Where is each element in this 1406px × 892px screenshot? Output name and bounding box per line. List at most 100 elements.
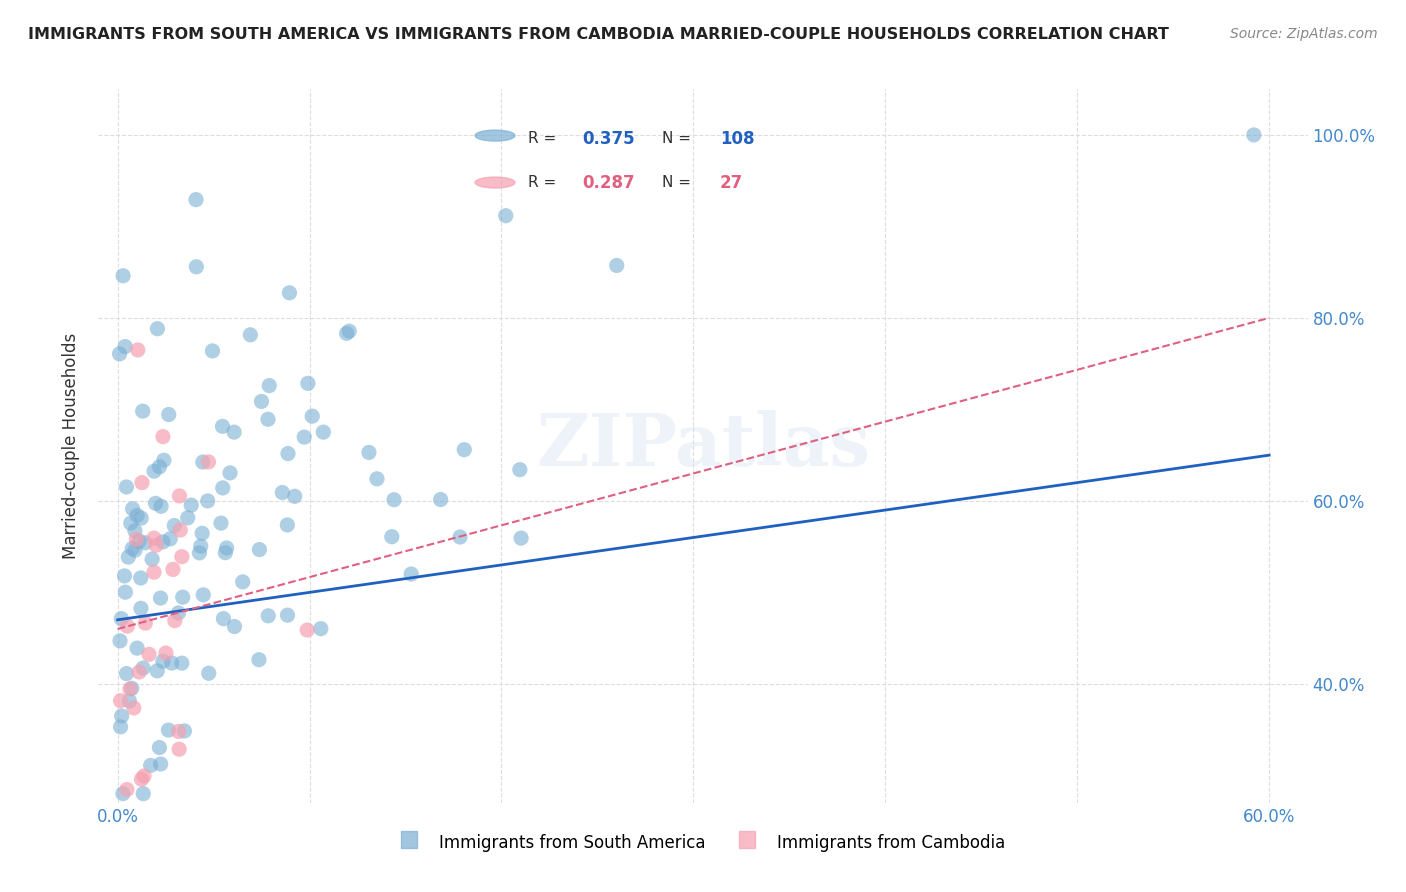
Immigrants from Cambodia	[163, 614, 186, 628]
Immigrants from Cambodia	[132, 769, 155, 783]
Immigrants from South America	[163, 518, 186, 533]
Text: Source: ZipAtlas.com: Source: ZipAtlas.com	[1230, 27, 1378, 41]
Immigrants from South America	[247, 653, 270, 667]
Immigrants from South America	[132, 787, 155, 801]
Legend: Immigrants from South America, Immigrants from Cambodia: Immigrants from South America, Immigrant…	[394, 828, 1012, 859]
Immigrants from South America	[134, 536, 156, 550]
Immigrants from South America	[224, 425, 246, 439]
Immigrants from South America	[212, 612, 235, 626]
Immigrants from South America	[121, 501, 143, 516]
Immigrants from South America	[160, 656, 183, 670]
Immigrants from South America	[215, 541, 238, 555]
Immigrants from South America	[143, 464, 166, 478]
Immigrants from South America	[301, 409, 323, 424]
Immigrants from South America	[186, 260, 208, 274]
Immigrants from Cambodia	[295, 623, 318, 637]
Immigrants from South America	[180, 498, 202, 512]
Immigrants from Cambodia	[162, 562, 184, 576]
Immigrants from Cambodia	[169, 489, 191, 503]
Immigrants from Cambodia	[122, 701, 145, 715]
Immigrants from South America	[297, 376, 319, 391]
Immigrants from South America	[153, 453, 176, 467]
Immigrants from South America	[111, 787, 134, 801]
Immigrants from South America	[382, 492, 405, 507]
Immigrants from South America	[127, 641, 149, 656]
Immigrants from South America	[197, 666, 219, 681]
Immigrants from Cambodia	[125, 533, 148, 547]
Immigrants from South America	[312, 425, 335, 439]
Immigrants from Cambodia	[143, 566, 166, 580]
Immigrants from South America	[170, 656, 193, 670]
Immigrants from South America	[173, 723, 195, 738]
Immigrants from South America	[232, 574, 254, 589]
Immigrants from South America	[114, 569, 136, 583]
Immigrants from South America	[132, 661, 155, 675]
Immigrants from Cambodia	[138, 648, 160, 662]
Immigrants from South America	[114, 340, 136, 354]
Immigrants from South America	[211, 419, 233, 434]
Immigrants from South America	[453, 442, 475, 457]
Immigrants from South America	[191, 526, 214, 541]
Immigrants from South America	[257, 608, 280, 623]
Immigrants from South America	[1243, 128, 1265, 142]
Immigrants from Cambodia	[170, 549, 193, 564]
Immigrants from South America	[337, 324, 360, 338]
Immigrants from South America	[219, 466, 242, 480]
Immigrants from South America	[111, 709, 134, 723]
Immigrants from South America	[250, 394, 273, 409]
Immigrants from South America	[277, 446, 299, 460]
Immigrants from South America	[108, 633, 131, 648]
Immigrants from Cambodia	[131, 772, 153, 787]
Immigrants from South America	[309, 622, 332, 636]
Immigrants from South America	[177, 511, 200, 525]
Immigrants from South America	[201, 343, 224, 358]
Y-axis label: Married-couple Households: Married-couple Households	[62, 333, 80, 559]
Immigrants from Cambodia	[118, 681, 141, 696]
Immigrants from Cambodia	[145, 538, 167, 552]
Immigrants from South America	[148, 459, 170, 474]
Immigrants from South America	[357, 445, 380, 459]
Immigrants from South America	[146, 664, 169, 678]
Immigrants from South America	[190, 539, 212, 553]
Immigrants from South America	[114, 585, 136, 599]
Immigrants from Cambodia	[115, 782, 138, 797]
Immigrants from South America	[118, 694, 141, 708]
Immigrants from South America	[110, 720, 132, 734]
Immigrants from South America	[191, 455, 214, 469]
Immigrants from South America	[152, 534, 174, 549]
Text: IMMIGRANTS FROM SOUTH AMERICA VS IMMIGRANTS FROM CAMBODIA MARRIED-COUPLE HOUSEHO: IMMIGRANTS FROM SOUTH AMERICA VS IMMIGRA…	[28, 27, 1168, 42]
Immigrants from South America	[141, 552, 163, 566]
Immigrants from Cambodia	[197, 455, 219, 469]
Immigrants from South America	[606, 259, 628, 273]
Immigrants from South America	[129, 601, 152, 615]
Immigrants from South America	[172, 590, 194, 604]
Immigrants from South America	[108, 347, 131, 361]
Immigrants from South America	[257, 412, 280, 426]
Immigrants from South America	[145, 496, 167, 510]
Immigrants from South America	[159, 532, 181, 546]
Text: ZIPatlas: ZIPatlas	[536, 410, 870, 482]
Immigrants from South America	[115, 480, 138, 494]
Immigrants from Cambodia	[131, 475, 153, 490]
Immigrants from South America	[132, 404, 155, 418]
Immigrants from South America	[449, 530, 471, 544]
Immigrants from South America	[157, 408, 180, 422]
Immigrants from South America	[247, 542, 270, 557]
Immigrants from South America	[284, 489, 307, 503]
Immigrants from South America	[148, 740, 170, 755]
Immigrants from South America	[495, 209, 517, 223]
Immigrants from South America	[510, 531, 533, 545]
Immigrants from South America	[509, 463, 531, 477]
Immigrants from South America	[278, 285, 301, 300]
Immigrants from South America	[276, 517, 298, 532]
Immigrants from South America	[193, 588, 215, 602]
Immigrants from South America	[117, 550, 139, 565]
Immigrants from South America	[366, 472, 388, 486]
Immigrants from South America	[149, 757, 172, 772]
Immigrants from South America	[381, 530, 404, 544]
Immigrants from Cambodia	[167, 724, 190, 739]
Immigrants from South America	[197, 494, 219, 508]
Immigrants from South America	[124, 524, 146, 538]
Immigrants from South America	[239, 327, 262, 342]
Immigrants from South America	[429, 492, 451, 507]
